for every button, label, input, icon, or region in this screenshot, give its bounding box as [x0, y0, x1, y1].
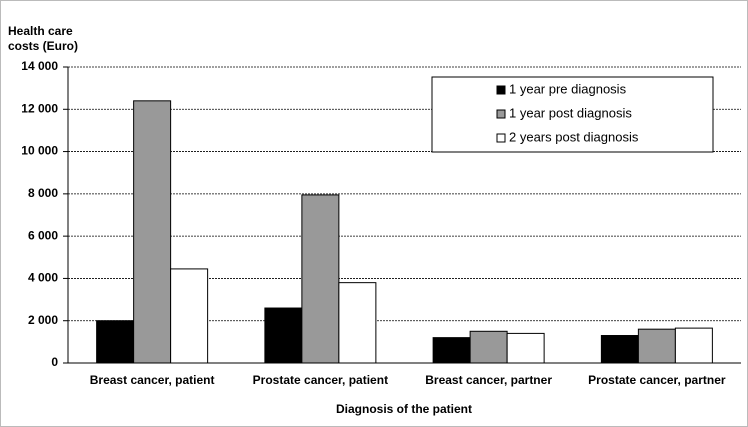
y-tick-label: 14 000 — [21, 59, 58, 73]
legend-label: 2 years post diagnosis — [509, 129, 639, 144]
legend-swatch — [496, 133, 506, 143]
bar — [133, 100, 172, 364]
y-axis-title: Health care — [8, 24, 73, 38]
y-tick-label: 10 000 — [21, 144, 58, 158]
bar — [432, 337, 471, 364]
legend-box — [431, 76, 714, 153]
legend-swatch — [496, 109, 506, 119]
y-tick-label: 2 000 — [28, 313, 58, 327]
bar — [264, 307, 303, 364]
legend-swatch — [496, 85, 506, 95]
x-tick-label: Prostate cancer, patient — [253, 373, 388, 387]
bar — [469, 330, 508, 364]
legend-label: 1 year pre diagnosis — [509, 81, 627, 96]
x-tick-label: Prostate cancer, partner — [588, 373, 726, 387]
x-axis-title: Diagnosis of the patient — [336, 402, 472, 416]
y-tick-label: 8 000 — [28, 186, 58, 200]
y-axis-title: costs (Euro) — [8, 39, 78, 53]
bar — [600, 335, 639, 364]
y-tick-label: 4 000 — [28, 271, 58, 285]
bar — [674, 327, 713, 364]
bar — [338, 282, 377, 364]
bar — [170, 268, 209, 364]
bar — [301, 194, 340, 364]
x-tick-label: Breast cancer, patient — [90, 373, 215, 387]
bar — [506, 332, 545, 364]
y-tick-label: 6 000 — [28, 228, 58, 242]
bar — [637, 328, 676, 364]
x-tick-label: Breast cancer, partner — [425, 373, 552, 387]
bar — [96, 320, 135, 364]
y-tick-label: 12 000 — [21, 101, 58, 115]
y-tick-label: 0 — [51, 355, 58, 369]
legend-label: 1 year post diagnosis — [509, 105, 632, 120]
